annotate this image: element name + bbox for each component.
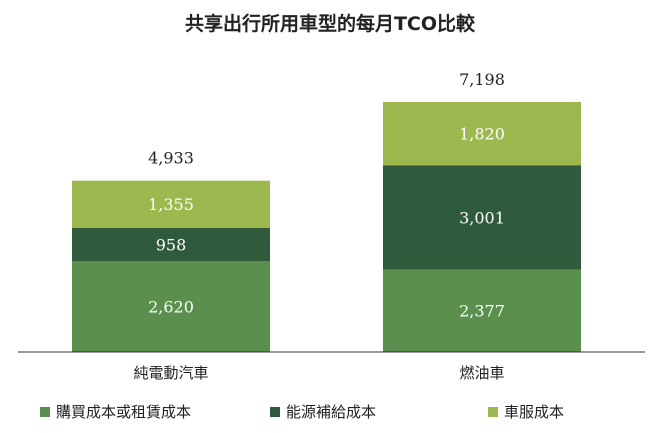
data-label-0-2: 1,355 — [148, 195, 194, 214]
bar-segment-0-2 — [72, 180, 270, 228]
data-label-0-1: 958 — [156, 235, 187, 254]
bars-group: 2,620 958 1,355 4,933 2,377 3,001 1,820 7,198 — [72, 70, 581, 352]
bar-segment-1-0 — [383, 269, 581, 352]
data-label-1-2: 1,820 — [459, 125, 505, 144]
bar-segment-1-1 — [383, 165, 581, 270]
x-tick-label-1: 燃油車 — [459, 364, 504, 382]
data-label-0-0: 2,620 — [148, 298, 194, 317]
legend-swatch-2 — [488, 407, 498, 417]
legend-swatch-0 — [40, 407, 50, 417]
total-label-1: 7,198 — [459, 70, 505, 89]
total-label-0: 4,933 — [148, 149, 194, 168]
bar-segment-1-2 — [383, 102, 581, 166]
x-axis-labels: 純電動汽車 燃油車 — [133, 364, 504, 382]
chart-title: 共享出行所用車型的每月TCO比較 — [185, 12, 476, 35]
legend-label-0: 購買成本或租賃成本 — [56, 403, 191, 421]
legend-swatch-1 — [270, 407, 280, 417]
legend-label-2: 車服成本 — [504, 403, 564, 421]
legend-label-1: 能源補給成本 — [286, 403, 376, 421]
x-tick-label-0: 純電動汽車 — [133, 364, 208, 382]
data-label-1-0: 2,377 — [459, 302, 505, 321]
bar-segment-0-0 — [72, 261, 270, 352]
legend: 購買成本或租賃成本 能源補給成本 車服成本 — [40, 403, 564, 421]
bar-segment-0-1 — [72, 227, 270, 262]
data-label-1-1: 3,001 — [459, 208, 505, 227]
